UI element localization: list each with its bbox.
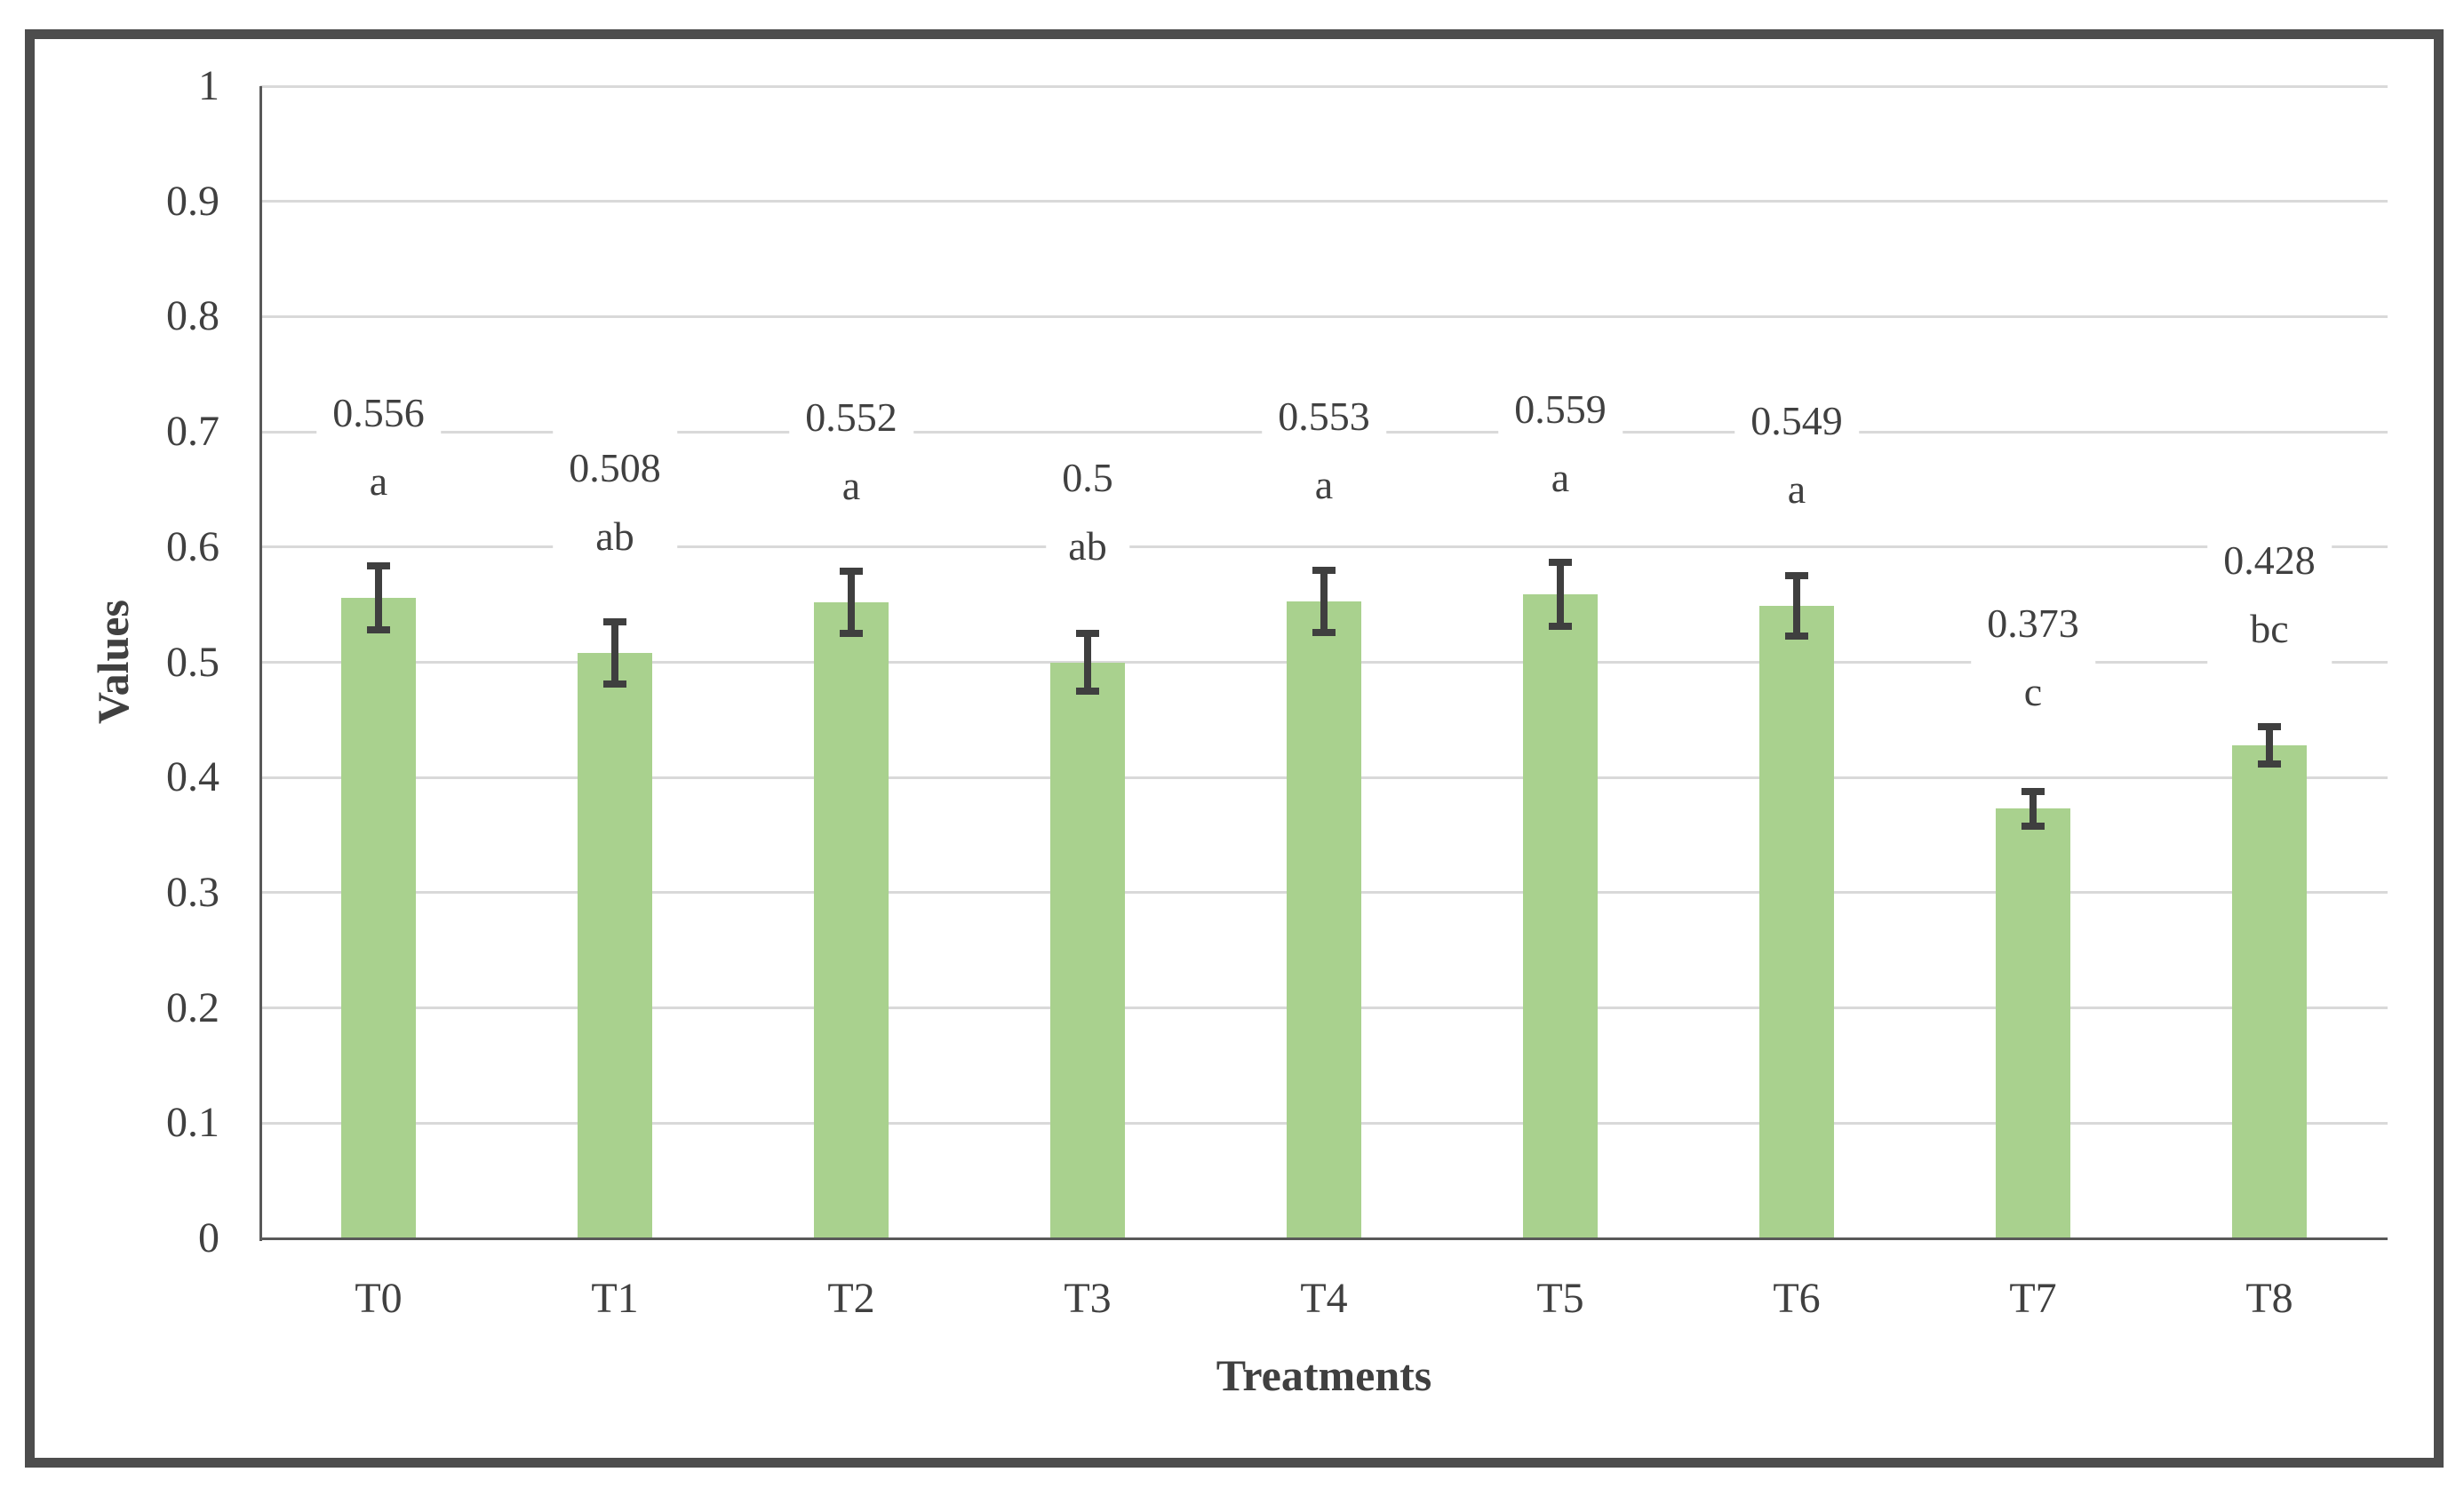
bar-T0	[341, 597, 416, 1238]
error-bar-line	[2266, 727, 2273, 764]
x-category-label: T0	[355, 1275, 403, 1322]
error-bar-bottom-cap	[1312, 628, 1336, 636]
bar-T6	[1759, 605, 1834, 1238]
data-label-sig-letter: a	[369, 458, 388, 504]
x-category-label: T5	[1536, 1275, 1584, 1322]
error-bar-top-cap	[1076, 630, 1099, 638]
error-bar-bottom-cap	[840, 630, 863, 638]
data-label: 0.552 a	[789, 378, 913, 526]
y-tick-label: 0.7	[166, 408, 219, 456]
gridline	[260, 200, 2388, 203]
x-category-label: T1	[591, 1275, 639, 1322]
y-tick-label: 0.8	[166, 292, 219, 340]
error-bar-bottom-cap	[2021, 822, 2045, 830]
data-label-sig-letter: c	[2023, 669, 2043, 715]
bar-T3	[1050, 662, 1125, 1238]
x-category-label: T2	[827, 1275, 875, 1322]
data-label-value: 0.549	[1750, 397, 1843, 443]
error-bar-top-cap	[1785, 572, 1808, 580]
error-bar-top-cap	[367, 561, 390, 569]
y-tick-label: 0	[198, 1214, 219, 1261]
data-label: 0.428 bc	[2207, 520, 2332, 668]
data-label-sig-letter: a	[1314, 461, 1334, 507]
error-bar-line	[611, 622, 618, 685]
data-label: 0.508 ab	[553, 428, 677, 577]
y-tick-label: 0.5	[166, 638, 219, 686]
data-label-sig-letter: ab	[1068, 522, 1107, 569]
error-bar-bottom-cap	[1549, 623, 1572, 631]
y-tick-label: 0.6	[166, 522, 219, 570]
y-tick-label: 1	[198, 62, 219, 109]
gridline	[260, 314, 2388, 318]
y-tick-label: 0.2	[166, 983, 219, 1031]
data-label-value: 0.373	[1987, 601, 2079, 647]
data-label: 0.5 ab	[1046, 437, 1129, 585]
error-bar-top-cap	[840, 568, 863, 576]
bar-T7	[1996, 808, 2070, 1238]
data-label-value: 0.556	[332, 389, 425, 435]
error-bar-bottom-cap	[2258, 760, 2281, 768]
x-category-label: T8	[2245, 1275, 2293, 1322]
error-bar-bottom-cap	[1785, 632, 1808, 640]
data-label-sig-letter: ab	[595, 513, 634, 560]
bar-T5	[1523, 593, 1598, 1238]
data-label: 0.556 a	[316, 372, 441, 521]
x-category-label: T6	[1773, 1275, 1821, 1322]
gridline	[260, 545, 2388, 549]
error-bar-line	[375, 565, 382, 631]
y-tick-label: 0.9	[166, 177, 219, 225]
x-category-label: T4	[1300, 1275, 1348, 1322]
data-label-value: 0.428	[2223, 537, 2316, 583]
error-bar-line	[848, 571, 855, 634]
y-tick-label: 0.1	[166, 1099, 219, 1147]
error-bar-bottom-cap	[603, 680, 626, 688]
data-label-value: 0.553	[1278, 393, 1370, 439]
x-axis-title: Treatments	[1216, 1350, 1432, 1400]
data-label-sig-letter: a	[1787, 465, 1806, 512]
error-bar-top-cap	[2258, 723, 2281, 731]
gridline	[260, 84, 2388, 88]
bar-T4	[1287, 601, 1361, 1238]
data-label-value: 0.5	[1062, 454, 1113, 500]
bar-T8	[2232, 744, 2307, 1238]
data-label-value: 0.559	[1514, 386, 1607, 432]
bar-T2	[814, 602, 889, 1238]
y-tick-label: 0.3	[166, 868, 219, 916]
y-axis-title: Values	[88, 600, 138, 724]
figure-frame-border	[25, 29, 2444, 1468]
error-bar-top-cap	[1549, 558, 1572, 566]
data-label-value: 0.552	[805, 394, 897, 441]
error-bar-top-cap	[1312, 566, 1336, 574]
data-label-sig-letter: bc	[2250, 605, 2289, 651]
error-bar-top-cap	[2021, 787, 2045, 795]
y-axis-line	[259, 86, 262, 1241]
error-bar-bottom-cap	[1076, 687, 1099, 695]
data-label: 0.549 a	[1734, 380, 1859, 529]
bar-T1	[578, 653, 652, 1238]
x-category-label: T7	[2009, 1275, 2057, 1322]
error-bar-line	[2029, 791, 2037, 826]
data-label-sig-letter: a	[841, 463, 861, 509]
error-bar-line	[1793, 576, 1800, 636]
y-tick-label: 0.4	[166, 753, 219, 801]
error-bar-line	[1084, 633, 1091, 691]
x-axis-line	[260, 1237, 2388, 1240]
error-bar-line	[1557, 561, 1564, 627]
data-label: 0.559 a	[1498, 369, 1623, 517]
error-bar-line	[1320, 569, 1328, 633]
error-bar-top-cap	[603, 618, 626, 626]
error-bar-bottom-cap	[367, 626, 390, 634]
data-label: 0.373 c	[1971, 584, 2095, 732]
data-label-value: 0.508	[569, 445, 661, 491]
x-category-label: T3	[1064, 1275, 1112, 1322]
data-label-sig-letter: a	[1551, 454, 1570, 500]
data-label: 0.553 a	[1262, 376, 1386, 524]
